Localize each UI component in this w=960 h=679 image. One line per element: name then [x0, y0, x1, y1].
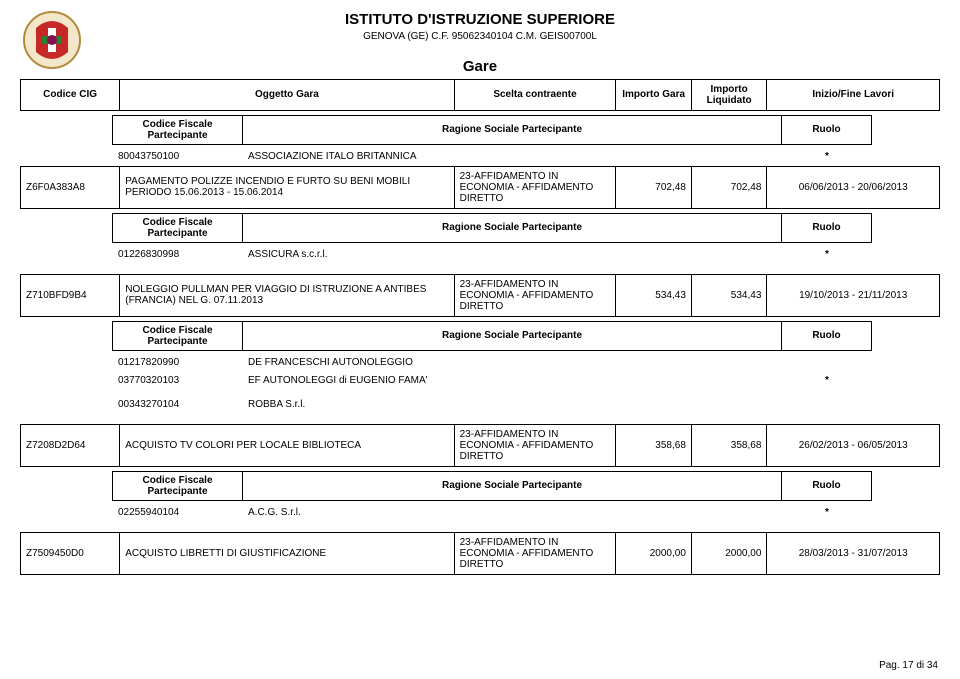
cig-value: Z7509450D0 — [21, 532, 120, 574]
col-ruolo: Ruolo — [782, 471, 872, 500]
part-row: 01217820990 DE FRANCESCHI AUTONOLEGGIO 0… — [112, 354, 872, 390]
section-title: Gare — [20, 58, 940, 75]
col-ruolo: Ruolo — [782, 321, 872, 350]
star-icon: * — [782, 372, 872, 390]
col-cig: Codice CIG — [21, 79, 120, 110]
rag-value: DE FRANCESCHI AUTONOLEGGIO — [242, 354, 782, 372]
ogg-value: PAGAMENTO POLIZZE INCENDIO E FURTO SU BE… — [120, 166, 454, 208]
part-header: Codice Fiscale Partecipante Ragione Soci… — [112, 471, 872, 501]
part-row: 80043750100 ASSOCIAZIONE ITALO BRITANNIC… — [112, 148, 872, 166]
star-icon: * — [782, 504, 872, 522]
part-header: Codice Fiscale Partecipante Ragione Soci… — [112, 115, 872, 145]
col-rag: Ragione Sociale Partecipante — [243, 321, 782, 350]
star-icon: * — [782, 148, 872, 166]
rag-value: A.C.G. S.r.l. — [242, 504, 782, 522]
col-rag: Ragione Sociale Partecipante — [243, 471, 782, 500]
imp1-value: 702,48 — [616, 166, 692, 208]
imp2-value: 702,48 — [691, 166, 767, 208]
part-row: 01226830998 ASSICURA s.c.r.l. * — [112, 246, 872, 264]
star-icon: * — [782, 246, 872, 264]
cf-value: 03770320103 — [112, 372, 242, 390]
col-ruolo: Ruolo — [782, 115, 872, 144]
cf-value: 01217820990 — [112, 354, 242, 372]
col-cf: Codice Fiscale Partecipante — [113, 213, 243, 242]
header-sub: GENOVA (GE) C.F. 95062340104 C.M. GEIS00… — [20, 30, 940, 44]
rag-value: ROBBA S.r.l. — [242, 396, 782, 414]
ruolo-value — [782, 396, 872, 414]
imp2-value: 534,43 — [691, 274, 767, 316]
scelta-value: 23-AFFIDAMENTO IN ECONOMIA - AFFIDAMENTO… — [454, 532, 616, 574]
cig-value: Z6F0A383A8 — [21, 166, 120, 208]
col-cf: Codice Fiscale Partecipante — [113, 115, 243, 144]
col-date: Inizio/Fine Lavori — [767, 79, 940, 110]
cf-value: 02255940104 — [112, 504, 242, 522]
col-ogg: Oggetto Gara — [120, 79, 454, 110]
cf-value: 00343270104 — [112, 396, 242, 414]
ogg-value: ACQUISTO TV COLORI PER LOCALE BIBLIOTECA — [120, 424, 454, 466]
col-impgara: Importo Gara — [616, 79, 692, 110]
col-rag: Ragione Sociale Partecipante — [243, 115, 782, 144]
tender-row: Z7509450D0 ACQUISTO LIBRETTI DI GIUSTIFI… — [20, 532, 940, 575]
cf-value: 01226830998 — [112, 246, 242, 264]
tender-row: Z7208D2D64 ACQUISTO TV COLORI PER LOCALE… — [20, 424, 940, 467]
emblem-logo — [20, 8, 84, 72]
date-value: 26/02/2013 - 06/05/2013 — [767, 424, 940, 466]
main-header: Codice CIG Oggetto Gara Scelta contraent… — [20, 79, 940, 111]
col-cf: Codice Fiscale Partecipante — [113, 321, 243, 350]
imp2-value: 2000,00 — [691, 532, 767, 574]
cf-value: 80043750100 — [112, 148, 242, 166]
tender-row: Z6F0A383A8 PAGAMENTO POLIZZE INCENDIO E … — [20, 166, 940, 209]
col-ruolo: Ruolo — [782, 213, 872, 242]
col-scelta: Scelta contraente — [454, 79, 616, 110]
imp1-value: 534,43 — [616, 274, 692, 316]
page-title: ISTITUTO D'ISTRUZIONE SUPERIORE — [20, 10, 940, 30]
imp1-value: 2000,00 — [616, 532, 692, 574]
cig-value: Z710BFD9B4 — [21, 274, 120, 316]
date-value: 06/06/2013 - 20/06/2013 — [767, 166, 940, 208]
rag-value: ASSOCIAZIONE ITALO BRITANNICA — [242, 148, 782, 166]
part-row: 00343270104 ROBBA S.r.l. — [112, 396, 872, 414]
part-header: Codice Fiscale Partecipante Ragione Soci… — [112, 213, 872, 243]
part-header: Codice Fiscale Partecipante Ragione Soci… — [112, 321, 872, 351]
page-number: Pag. 17 di 34 — [879, 660, 938, 671]
ruolo-value — [782, 354, 872, 372]
part-row: 02255940104 A.C.G. S.r.l. * — [112, 504, 872, 522]
scelta-value: 23-AFFIDAMENTO IN ECONOMIA - AFFIDAMENTO… — [454, 274, 616, 316]
ogg-value: NOLEGGIO PULLMAN PER VIAGGIO DI ISTRUZIO… — [120, 274, 454, 316]
rag-value: EF AUTONOLEGGI di EUGENIO FAMA' — [242, 372, 782, 390]
scelta-value: 23-AFFIDAMENTO IN ECONOMIA - AFFIDAMENTO… — [454, 424, 616, 466]
date-value: 28/03/2013 - 31/07/2013 — [767, 532, 940, 574]
col-rag: Ragione Sociale Partecipante — [243, 213, 782, 242]
col-cf: Codice Fiscale Partecipante — [113, 471, 243, 500]
ogg-value: ACQUISTO LIBRETTI DI GIUSTIFICAZIONE — [120, 532, 454, 574]
tender-row: Z710BFD9B4 NOLEGGIO PULLMAN PER VIAGGIO … — [20, 274, 940, 317]
col-impliq: Importo Liquidato — [691, 79, 767, 110]
date-value: 19/10/2013 - 21/11/2013 — [767, 274, 940, 316]
imp2-value: 358,68 — [691, 424, 767, 466]
imp1-value: 358,68 — [616, 424, 692, 466]
scelta-value: 23-AFFIDAMENTO IN ECONOMIA - AFFIDAMENTO… — [454, 166, 616, 208]
rag-value: ASSICURA s.c.r.l. — [242, 246, 782, 264]
cig-value: Z7208D2D64 — [21, 424, 120, 466]
